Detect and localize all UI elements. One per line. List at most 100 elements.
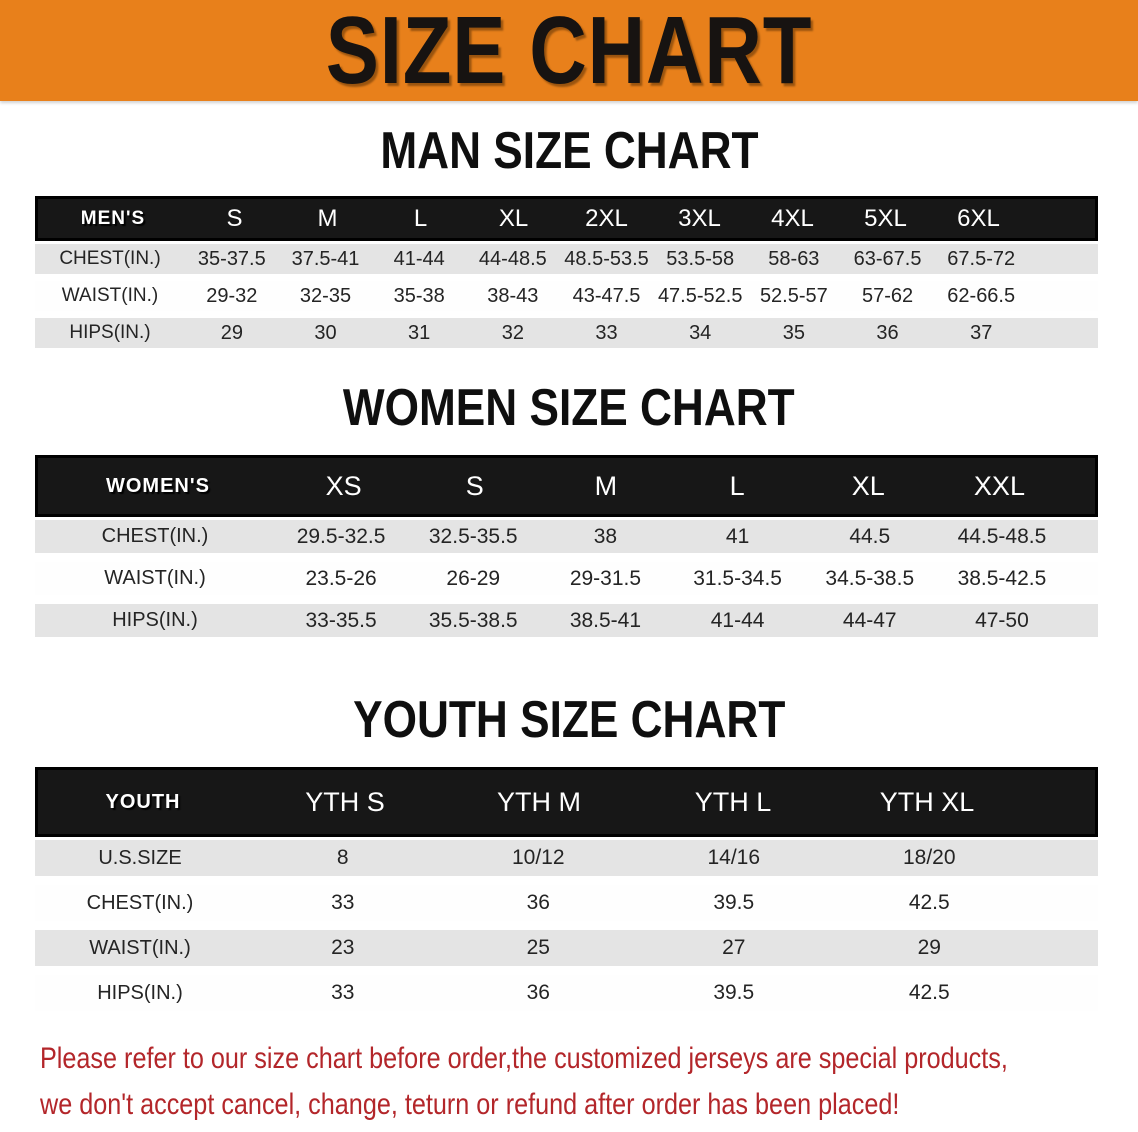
- row-label: HIPS(IN.): [69, 322, 151, 343]
- size-value-cell: 38.5-41: [569, 608, 642, 632]
- size-value-cell: 39.5: [713, 891, 755, 914]
- size-value-cell: 32.5-35.5: [428, 524, 518, 548]
- size-value-cell: 37.5-41: [291, 247, 360, 270]
- table-row: HIPS(IN.) 29 30 31 32 33 34 35 36 37: [35, 318, 1098, 348]
- size-value-cell: 35-37.5: [197, 247, 266, 270]
- size-value-cell: 44.5-48.5: [957, 524, 1047, 548]
- column-header: M: [317, 204, 338, 232]
- youth-size-table: YOUTH YTH S YTH M YTH L YTH XL U.S.SIZE 8 10/12…: [35, 767, 1098, 1011]
- section-youth: YOUTH SIZE CHART YOUTH YTH S YTH M YTH L YTH…: [0, 694, 1138, 1011]
- size-value-cell: 36: [876, 321, 899, 344]
- table-row: U.S.SIZE 8 10/12 14/16 18/20: [35, 840, 1098, 876]
- size-value-cell: 36: [526, 891, 550, 914]
- page-title: SIZE CHART: [325, 0, 813, 104]
- column-header: 2XL: [585, 204, 628, 232]
- size-value-cell: 33: [331, 891, 355, 914]
- size-value-cell: 33: [331, 981, 355, 1004]
- size-value-cell: 38: [593, 524, 618, 548]
- size-value-cell: 26-29: [446, 566, 501, 590]
- size-value-cell: 62-66.5: [947, 284, 1016, 307]
- table-header-label: MEN'S: [80, 207, 146, 229]
- size-value-cell: 23: [331, 936, 355, 959]
- size-value-cell: 44.5: [849, 524, 891, 548]
- size-value-cell: 42.5: [908, 981, 950, 1004]
- women-section-heading-text: WOMEN SIZE CHART: [343, 379, 795, 437]
- men-size-table: MEN'S S M L XL 2XL 3XL 4XL 5XL 6XL CHEST(IN.) 35-37…: [35, 196, 1098, 348]
- size-value-cell: 18/20: [902, 846, 956, 869]
- column-header: XL: [498, 204, 529, 232]
- row-label: HIPS(IN.): [97, 981, 183, 1004]
- size-value-cell: 47.5-52.5: [657, 284, 743, 307]
- size-value-cell: 41-44: [393, 247, 445, 270]
- disclaimer-line-2: we don't accept cancel, change, teturn o…: [40, 1088, 900, 1121]
- size-value-cell: 67.5-72: [947, 247, 1016, 270]
- column-header: S: [465, 470, 484, 501]
- column-header: YTH M: [497, 786, 581, 817]
- size-value-cell: 29-32: [206, 284, 258, 307]
- column-header: YTH S: [305, 786, 385, 817]
- table-row: CHEST(IN.) 29.5-32.5 32.5-35.5 38 41 44.5 44.5…: [35, 520, 1098, 553]
- size-value-cell: 29.5-32.5: [296, 524, 386, 548]
- table-header-row: YOUTH YTH S YTH M YTH L YTH XL: [35, 767, 1098, 837]
- column-header: 3XL: [678, 204, 721, 232]
- size-value-cell: 23.5-26: [305, 566, 377, 590]
- column-header: YTH L: [694, 786, 772, 817]
- size-value-cell: 44-48.5: [478, 247, 547, 270]
- table-header-label: YOUTH: [105, 790, 181, 813]
- size-value-cell: 14/16: [707, 846, 761, 869]
- size-value-cell: 44-47: [842, 608, 897, 632]
- size-value-cell: 48.5-53.5: [564, 247, 649, 270]
- table-header-row: WOMEN'S XS S M L XL XXL: [35, 455, 1098, 517]
- size-value-cell: 38-43: [487, 284, 539, 307]
- table-row: WAIST(IN.) 29-32 32-35 35-38 38-43 43-47.5 47.…: [35, 281, 1098, 311]
- row-label: WAIST(IN.): [61, 285, 159, 306]
- column-header: YTH XL: [879, 786, 975, 817]
- table-row: WAIST(IN.) 23.5-26 26-29 29-31.5 31.5-34.5 34…: [35, 562, 1098, 595]
- disclaimer: Please refer to our size chart before or…: [0, 1036, 1138, 1128]
- size-value-cell: 8: [336, 846, 349, 869]
- column-header: XL: [851, 470, 885, 501]
- size-value-cell: 41-44: [710, 608, 765, 632]
- banner: SIZE CHART: [0, 0, 1138, 101]
- size-value-cell: 29-31.5: [569, 566, 642, 590]
- row-label: HIPS(IN.): [112, 609, 198, 631]
- size-value-cell: 39.5: [713, 981, 755, 1004]
- row-label: WAIST(IN.): [89, 936, 191, 959]
- size-value-cell: 42.5: [908, 891, 950, 914]
- row-label: CHEST(IN.): [101, 525, 209, 547]
- size-value-cell: 52.5-57: [759, 284, 828, 307]
- column-header: L: [729, 470, 745, 501]
- women-section-heading: WOMEN SIZE CHART: [0, 379, 1138, 437]
- size-value-cell: 35-38: [393, 284, 445, 307]
- size-value-cell: 25: [526, 936, 550, 959]
- size-value-cell: 47-50: [975, 608, 1029, 632]
- row-label: CHEST(IN.): [86, 891, 194, 914]
- size-value-cell: 58-63: [768, 247, 820, 270]
- column-header: L: [413, 204, 428, 232]
- column-header: 6XL: [957, 204, 1000, 232]
- size-value-cell: 29: [220, 321, 243, 344]
- size-value-cell: 43-47.5: [572, 284, 641, 307]
- youth-section-heading: YOUTH SIZE CHART: [0, 694, 1138, 746]
- size-value-cell: 37: [970, 321, 993, 344]
- size-value-cell: 34.5-38.5: [825, 566, 915, 590]
- column-header: XXL: [973, 470, 1025, 501]
- table-row: HIPS(IN.) 33 36 39.5 42.5: [35, 975, 1098, 1011]
- size-value-cell: 32-35: [299, 284, 352, 307]
- size-value-cell: 33-35.5: [305, 608, 377, 632]
- size-value-cell: 27: [722, 936, 746, 959]
- column-header: 5XL: [864, 204, 907, 232]
- column-header: M: [594, 470, 618, 501]
- size-value-cell: 34: [689, 321, 712, 344]
- table-row: CHEST(IN.) 35-37.5 37.5-41 41-44 44-48.5 48.5…: [35, 244, 1098, 274]
- size-value-cell: 53.5-58: [666, 247, 735, 270]
- table-row: HIPS(IN.) 33-35.5 35.5-38.5 38.5-41 41-44 44-…: [35, 604, 1098, 637]
- men-section-heading: MAN SIZE CHART: [0, 125, 1138, 177]
- section-women: WOMEN SIZE CHART WOMEN'S XS S M L XL XXL CHEST(…: [0, 379, 1138, 637]
- size-value-cell: 57-62: [861, 284, 914, 307]
- size-value-cell: 38.5-42.5: [957, 566, 1047, 590]
- size-value-cell: 35.5-38.5: [428, 608, 518, 632]
- size-value-cell: 35: [782, 321, 805, 344]
- size-value-cell: 33: [595, 321, 618, 344]
- women-size-table: WOMEN'S XS S M L XL XXL CHEST(IN.) 29.5-32.5 32.5…: [35, 455, 1098, 637]
